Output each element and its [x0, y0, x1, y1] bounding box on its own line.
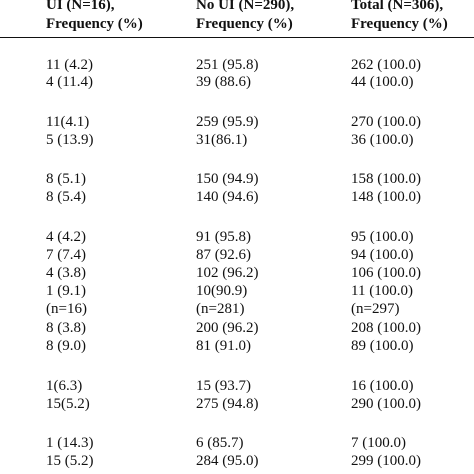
table-cell-no-ui: 259 (95.9) — [196, 114, 259, 130]
table-cell-total: 262 (100.0) — [351, 57, 421, 73]
table-cell-no-ui: 31(86.1) — [196, 132, 248, 148]
table-cell-ui: 5 (13.9) — [46, 132, 94, 148]
header-ui: UI (N=16), Frequency (%) — [46, 0, 143, 34]
table-cell-total: (n=297) — [351, 301, 400, 317]
table-cell-ui: 1(6.3) — [46, 378, 83, 394]
table-cell-ui: 15(5.2) — [46, 396, 90, 412]
table-cell-ui: 15 (5.2) — [46, 453, 94, 469]
table-cell-ui: 8 (9.0) — [46, 338, 86, 354]
header-ui-line2: Frequency (%) — [46, 16, 143, 32]
table-cell-no-ui: 200 (96.2) — [196, 320, 259, 336]
table-cell-total: 95 (100.0) — [351, 229, 414, 245]
table-cell-total: 94 (100.0) — [351, 247, 414, 263]
table-cell-no-ui: 140 (94.6) — [196, 189, 259, 205]
table-cell-total: 7 (100.0) — [351, 435, 406, 451]
table-cell-total: 270 (100.0) — [351, 114, 421, 130]
table-cell-no-ui: (n=281) — [196, 301, 245, 317]
table-cell-total: 208 (100.0) — [351, 320, 421, 336]
table-cell-no-ui: 15 (93.7) — [196, 378, 251, 394]
table-cell-no-ui: 284 (95.0) — [196, 453, 259, 469]
table-cell-total: 11 (100.0) — [351, 283, 413, 299]
table-cell-ui: 8 (5.4) — [46, 189, 86, 205]
table-cell-total: 299 (100.0) — [351, 453, 421, 469]
table-cell-no-ui: 39 (88.6) — [196, 74, 251, 90]
table-cell-ui: 4 (11.4) — [46, 74, 93, 90]
table-cell-no-ui: 251 (95.8) — [196, 57, 259, 73]
table-cell-no-ui: 150 (94.9) — [196, 171, 259, 187]
table-cell-no-ui: 275 (94.8) — [196, 396, 259, 412]
table-cell-no-ui: 81 (91.0) — [196, 338, 251, 354]
table-cell-total: 290 (100.0) — [351, 396, 421, 412]
table-cell-total: 89 (100.0) — [351, 338, 414, 354]
table-cell-total: 44 (100.0) — [351, 74, 414, 90]
table-cell-ui: 11 (4.2) — [46, 57, 93, 73]
table-cell-total: 16 (100.0) — [351, 378, 414, 394]
table-cell-no-ui: 91 (95.8) — [196, 229, 251, 245]
table-cell-ui: 1 (14.3) — [46, 435, 94, 451]
header-no-ui-line2: Frequency (%) — [196, 16, 293, 32]
table-cell-total: 106 (100.0) — [351, 265, 421, 281]
table-cell-ui: 11(4.1) — [46, 114, 90, 130]
header-total-line2: Frequency (%) — [351, 16, 448, 32]
header-total-line1: Total (N=306), — [351, 0, 444, 13]
table-cell-ui: 8 (3.8) — [46, 320, 86, 336]
table-cell-total: 36 (100.0) — [351, 132, 414, 148]
table-cell-ui: (n=16) — [46, 301, 87, 317]
header-no-ui: No UI (N=290), Frequency (%) — [196, 0, 294, 34]
table-cell-ui: 4 (4.2) — [46, 229, 86, 245]
table-cell-no-ui: 6 (85.7) — [196, 435, 244, 451]
table-cell-total: 148 (100.0) — [351, 189, 421, 205]
table-cell-no-ui: 10(90.9) — [196, 283, 248, 299]
table-cell-ui: 7 (7.4) — [46, 247, 86, 263]
header-ui-line1: UI (N=16), — [46, 0, 115, 13]
table-cell-ui: 8 (5.1) — [46, 171, 86, 187]
table-cell-ui: 1 (9.1) — [46, 283, 86, 299]
header-rule — [0, 37, 474, 38]
table-cell-total: 158 (100.0) — [351, 171, 421, 187]
table-cell-no-ui: 87 (92.6) — [196, 247, 251, 263]
header-no-ui-line1: No UI (N=290), — [196, 0, 295, 13]
header-total: Total (N=306), Frequency (%) — [351, 0, 448, 34]
table-cell-no-ui: 102 (96.2) — [196, 265, 259, 281]
table-cell-ui: 4 (3.8) — [46, 265, 86, 281]
